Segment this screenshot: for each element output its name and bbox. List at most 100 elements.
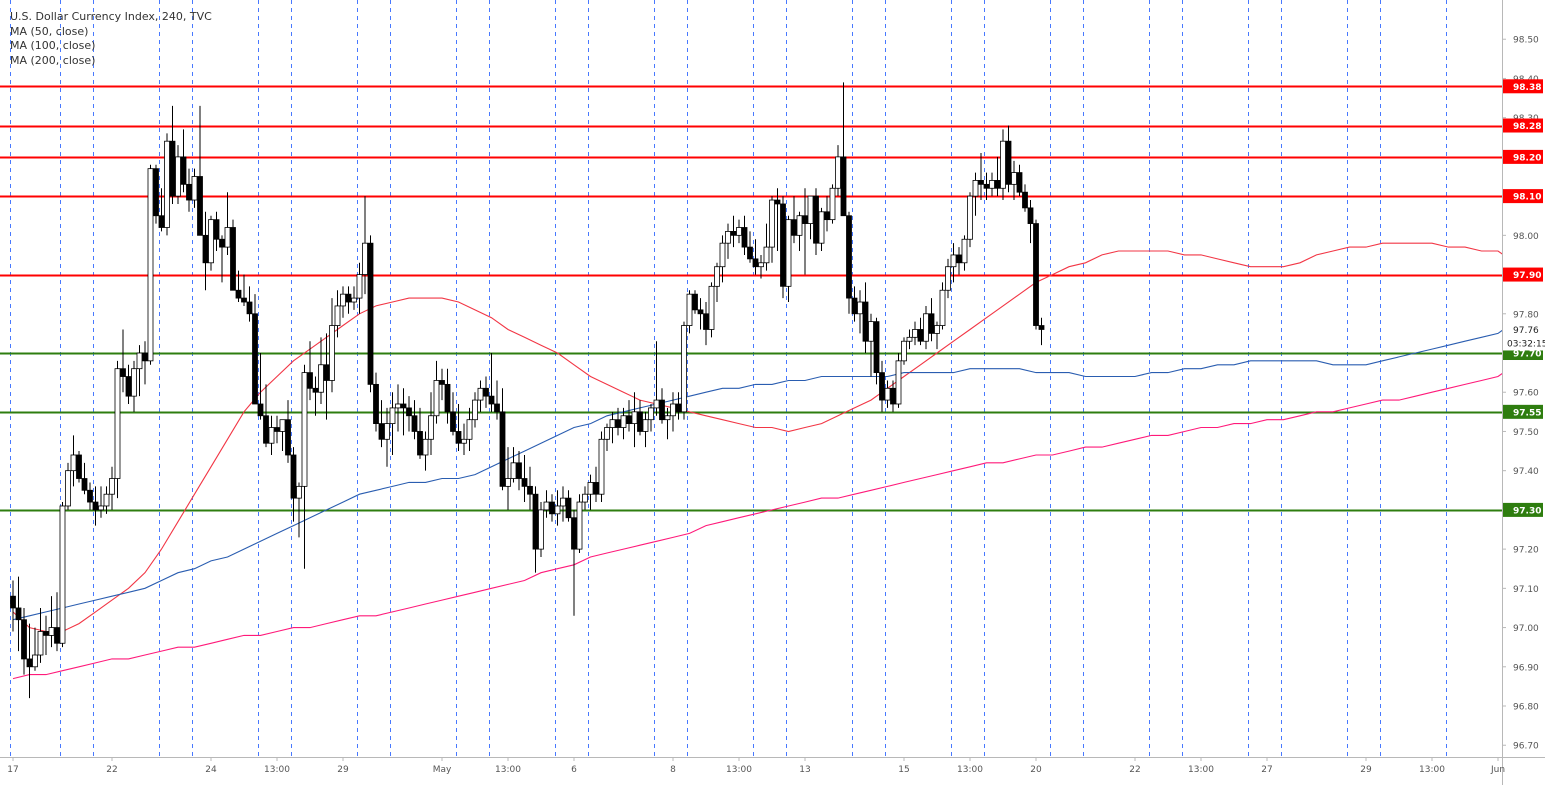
candle bbox=[87, 482, 93, 510]
candle-body-down bbox=[890, 387, 896, 405]
candle bbox=[780, 196, 786, 299]
candle-body-down bbox=[43, 631, 49, 636]
candle bbox=[1011, 160, 1017, 201]
candle bbox=[202, 211, 209, 291]
candle bbox=[653, 341, 660, 416]
time-tick-label: 13:00 bbox=[726, 765, 752, 775]
time-tick-label: 13:00 bbox=[1188, 765, 1214, 775]
candle bbox=[356, 262, 363, 314]
candle bbox=[901, 337, 907, 365]
candle-body-down bbox=[1016, 172, 1023, 193]
candle-body-down bbox=[92, 501, 99, 511]
candle-body-down bbox=[21, 619, 27, 660]
candle-body-up bbox=[351, 297, 357, 303]
candle-body-down bbox=[730, 231, 737, 236]
level-label: 97.90 bbox=[1513, 271, 1541, 281]
candle bbox=[477, 380, 484, 412]
candle bbox=[895, 353, 902, 408]
candle-body-up bbox=[868, 321, 874, 342]
candle-body-up bbox=[725, 231, 731, 244]
candle-body-up bbox=[208, 219, 214, 264]
time-tick-label: 13:00 bbox=[495, 765, 521, 775]
candle-body-up bbox=[631, 411, 638, 425]
candle-body-down bbox=[703, 313, 709, 330]
candle bbox=[879, 360, 885, 412]
candle-body-up bbox=[895, 360, 902, 405]
candle-body-up bbox=[224, 227, 231, 248]
candle-body-up bbox=[884, 387, 891, 401]
level-label-box bbox=[1503, 118, 1543, 133]
candle-body-up bbox=[70, 454, 77, 472]
candle bbox=[637, 400, 643, 436]
candle bbox=[268, 415, 275, 455]
candle bbox=[917, 317, 924, 346]
candle bbox=[158, 188, 165, 232]
candle bbox=[444, 368, 451, 424]
candle bbox=[494, 380, 500, 420]
legend-ma100[interactable]: MA (100, close) bbox=[10, 39, 96, 52]
candle-body-down bbox=[741, 227, 748, 248]
candle bbox=[769, 196, 775, 263]
candle bbox=[862, 282, 869, 354]
candle-body-up bbox=[538, 509, 544, 550]
candle-body-up bbox=[609, 419, 616, 428]
candle-body-up bbox=[466, 419, 473, 440]
candle bbox=[433, 360, 440, 424]
candle-body-down bbox=[532, 493, 539, 550]
candle bbox=[417, 407, 423, 459]
candle-body-up bbox=[356, 274, 363, 299]
level-label-box bbox=[1503, 502, 1543, 517]
levels bbox=[0, 85, 1502, 512]
time-tick-label: 8 bbox=[670, 765, 676, 775]
chart-title: U.S. Dollar Currency Index, 240, TVC bbox=[10, 10, 212, 23]
candle bbox=[92, 486, 99, 526]
candle bbox=[455, 403, 462, 452]
candle-body-down bbox=[1022, 191, 1028, 209]
candle-body-down bbox=[455, 431, 462, 444]
candle bbox=[191, 168, 198, 208]
candle bbox=[587, 474, 594, 510]
candle bbox=[604, 423, 610, 452]
candle bbox=[345, 286, 352, 314]
legend-ma200[interactable]: MA (200, close) bbox=[10, 53, 96, 67]
candle-body-down bbox=[626, 415, 632, 425]
candle bbox=[142, 341, 148, 385]
candle bbox=[939, 282, 946, 330]
candle bbox=[692, 290, 698, 314]
candle bbox=[609, 411, 616, 444]
level-label: 97.55 bbox=[1513, 408, 1541, 418]
candle bbox=[1038, 317, 1045, 346]
candle bbox=[967, 192, 973, 248]
candle bbox=[125, 364, 132, 404]
candle-body-up bbox=[191, 176, 198, 201]
candle-body-down bbox=[373, 383, 379, 425]
candle-body-up bbox=[362, 242, 368, 275]
candle bbox=[626, 400, 632, 432]
candle-body-up bbox=[763, 246, 770, 264]
candle bbox=[180, 129, 187, 193]
candle bbox=[868, 313, 874, 377]
candle-body-down bbox=[917, 329, 924, 342]
candle-body-down bbox=[285, 419, 291, 456]
candle bbox=[10, 580, 16, 632]
candle bbox=[928, 298, 935, 342]
level-label-box bbox=[1503, 267, 1543, 282]
candle bbox=[538, 502, 544, 557]
level-label: 98.20 bbox=[1513, 153, 1541, 163]
candle-body-up bbox=[433, 380, 440, 417]
candle-body-up bbox=[598, 438, 605, 495]
candle-body-down bbox=[994, 180, 1001, 189]
level-label-box bbox=[1503, 79, 1543, 94]
price-tick-label: 97.80 bbox=[1513, 310, 1539, 320]
candle-body-up bbox=[664, 415, 671, 421]
candle-body-up bbox=[318, 364, 324, 393]
candle bbox=[120, 329, 126, 393]
candle-body-down bbox=[323, 364, 330, 381]
candle-body-up bbox=[505, 478, 511, 487]
legend-ma50[interactable]: MA (50, close) bbox=[10, 24, 89, 38]
candle bbox=[263, 384, 269, 448]
time-tick-label: 20 bbox=[1030, 765, 1042, 775]
candle-body-up bbox=[384, 423, 390, 440]
time-tick-label: 13:00 bbox=[1419, 765, 1445, 775]
